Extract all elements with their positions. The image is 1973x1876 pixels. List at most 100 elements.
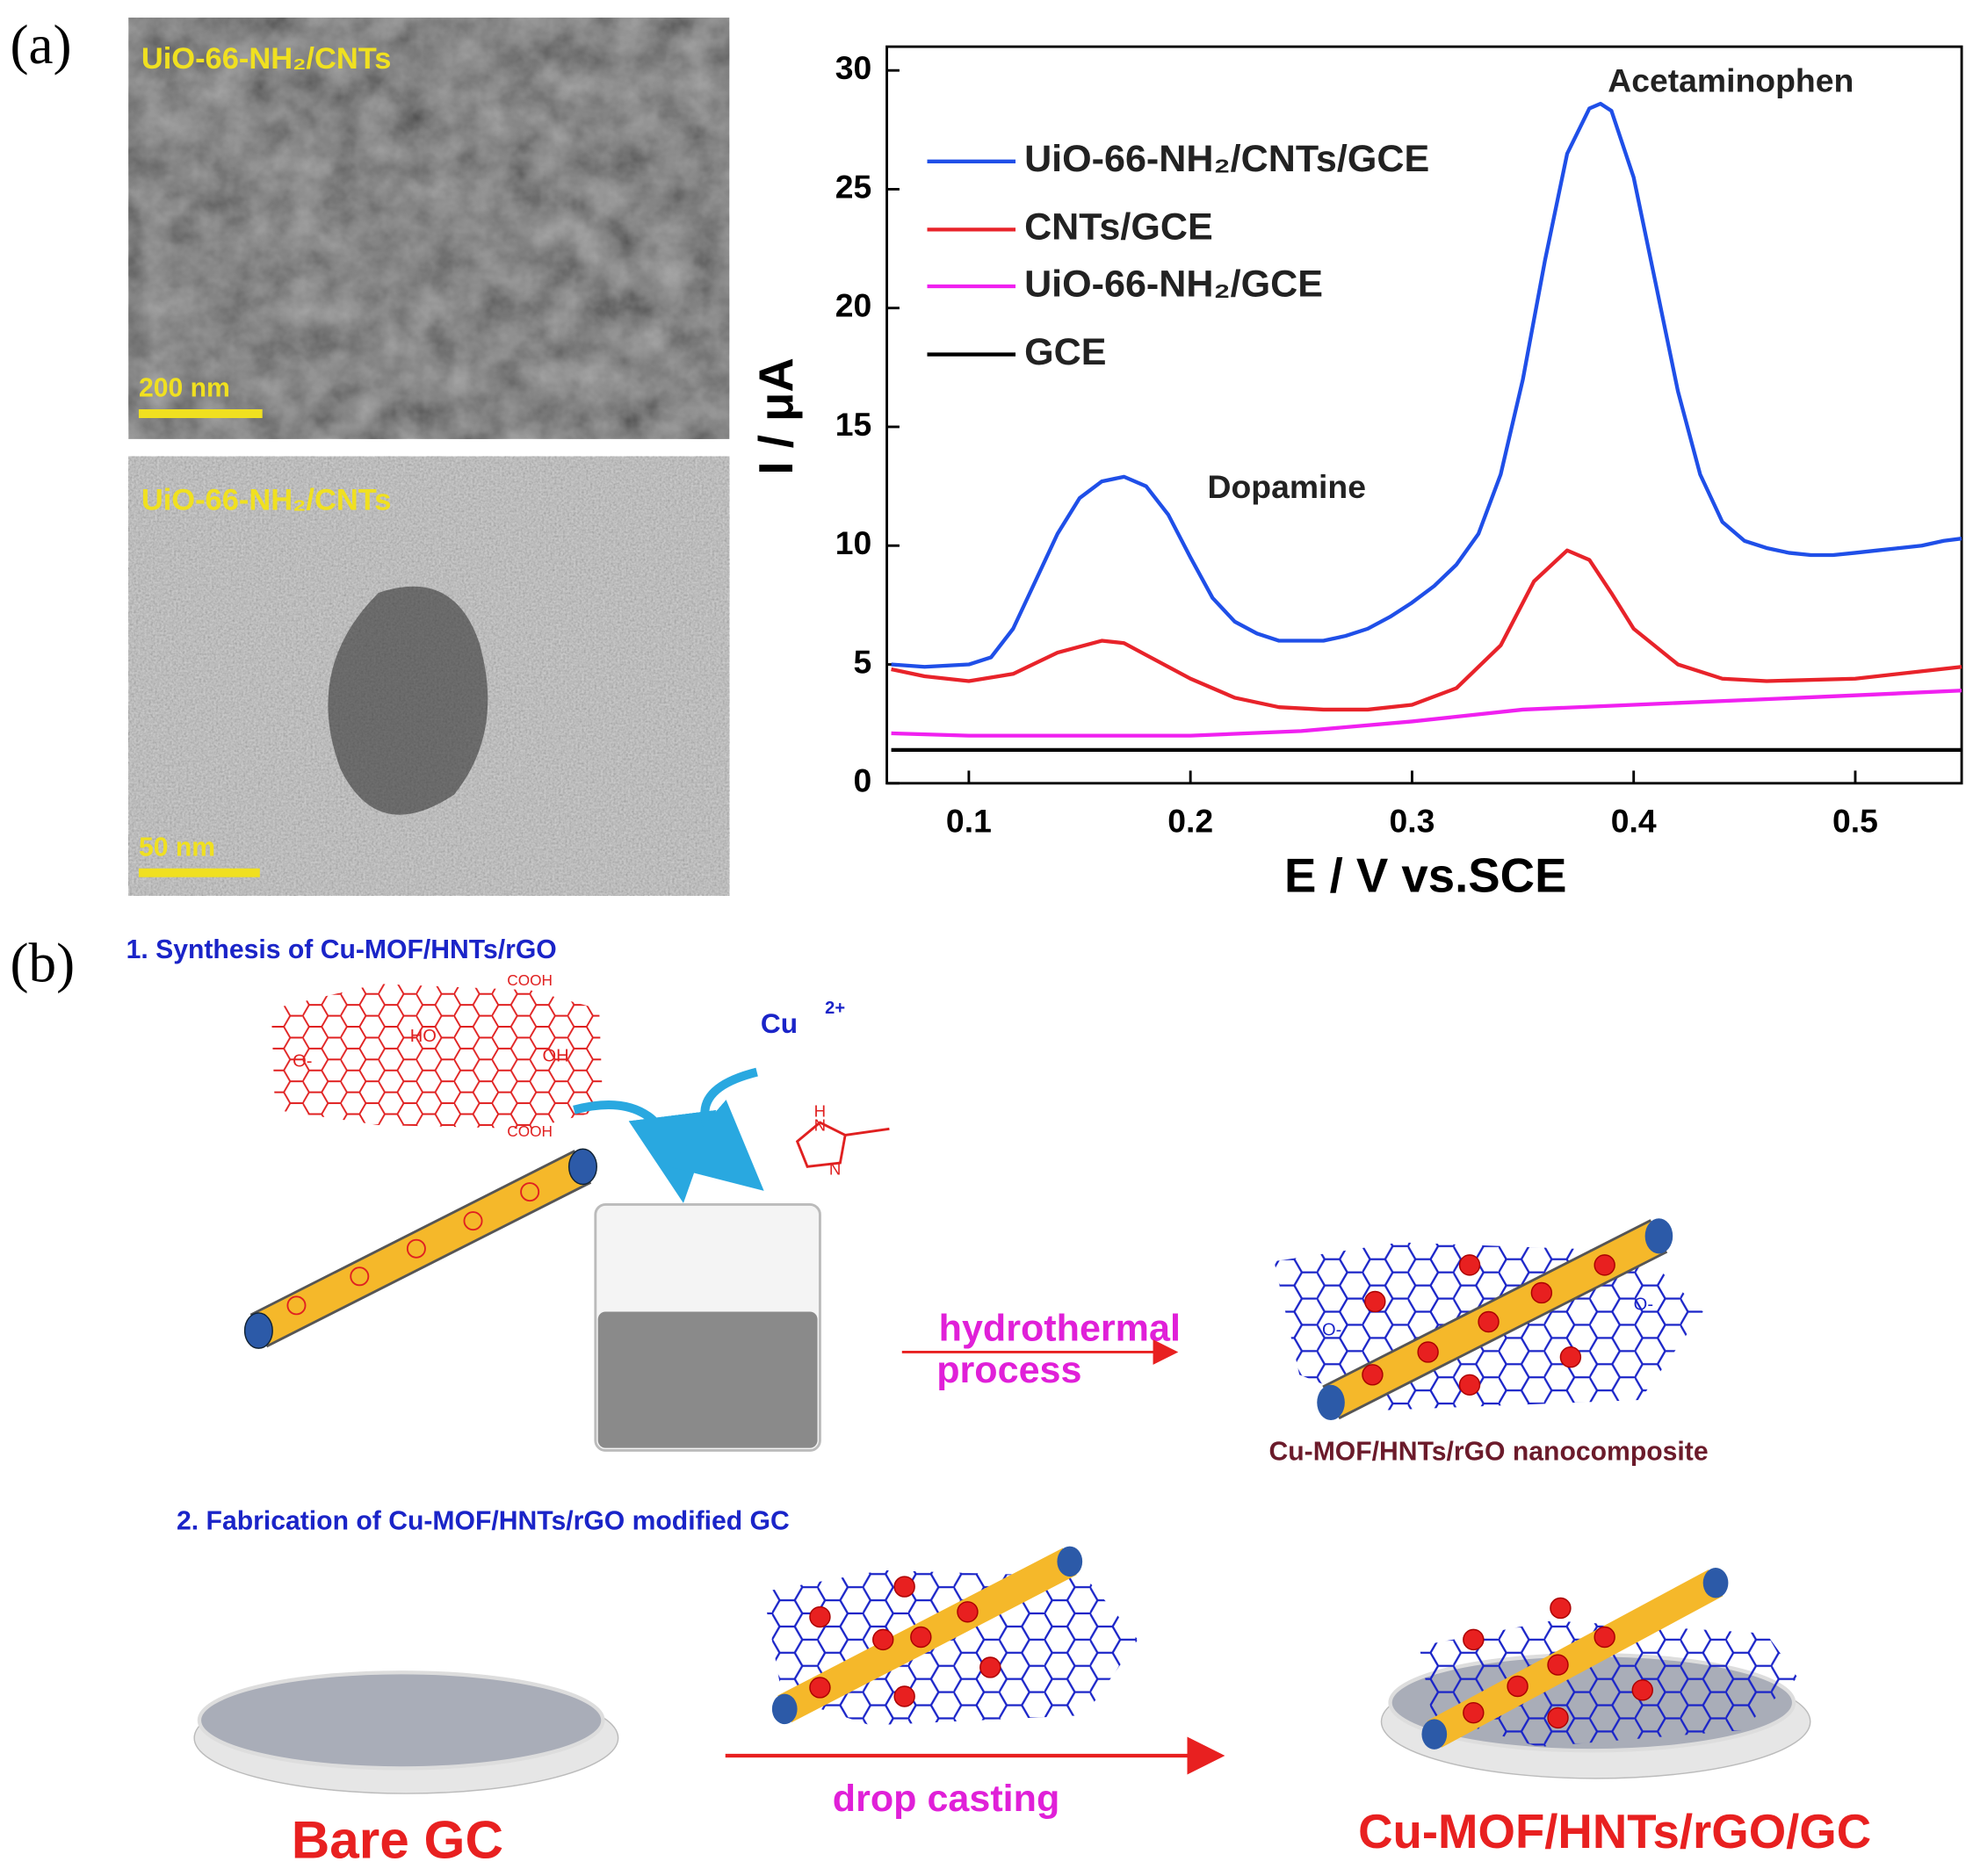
mof-particle — [1463, 1628, 1485, 1651]
nanotube-end — [1057, 1546, 1083, 1577]
mof-particle — [893, 1576, 915, 1598]
label: Bare GC — [292, 1809, 503, 1869]
chem-label: COOH — [507, 1122, 553, 1140]
ion-charge: 2+ — [825, 999, 845, 1018]
mof-particle — [979, 1656, 1001, 1678]
negative-charge — [406, 1238, 426, 1259]
mof-particle — [893, 1685, 915, 1707]
nanotube-end — [1317, 1384, 1345, 1421]
negative-charge — [520, 1182, 540, 1202]
arrow — [668, 1067, 764, 1191]
graphene-sheet — [271, 984, 603, 1129]
chart: E / V vs.SCE I / μA Dopamine Acetaminoph… — [749, 45, 1963, 902]
x-tick-label: 0.1 — [946, 803, 992, 840]
mof-particle — [1364, 1290, 1386, 1313]
nanotube-end — [243, 1312, 273, 1349]
mof-particle — [1417, 1341, 1439, 1363]
mof-particle — [910, 1626, 932, 1649]
nanotube-body — [250, 1151, 590, 1346]
negative-charge — [350, 1266, 370, 1287]
mof-particle — [1547, 1654, 1569, 1676]
nanotube-end — [1421, 1719, 1448, 1750]
step-title: 1. Synthesis of Cu-MOF/HNTs/rGO — [126, 935, 557, 964]
mof-particle — [809, 1605, 831, 1628]
x-tick-label: 0.5 — [1832, 803, 1878, 840]
electrode-surface — [197, 1670, 605, 1771]
step-title: 2. Fabrication of Cu-MOF/HNTs/rGO modifi… — [177, 1506, 790, 1535]
mof-particle — [1530, 1281, 1553, 1304]
chem-label: HO — [410, 1027, 437, 1046]
mof-particle — [1594, 1626, 1615, 1649]
legend-label: UiO-66-NH₂/CNTs/GCE — [1024, 138, 1429, 180]
negative-charge — [286, 1295, 307, 1316]
data-line — [891, 548, 1962, 712]
data-line — [891, 689, 1962, 738]
legend-label: GCE — [1024, 331, 1106, 373]
nanotube-end — [567, 1148, 597, 1186]
y-tick-label: 20 — [835, 287, 872, 324]
mof-particle — [1458, 1374, 1481, 1396]
chem-label: OH — [543, 1047, 569, 1066]
chem-label: O- — [1634, 1295, 1653, 1315]
step-label: drop casting — [833, 1778, 1059, 1820]
mof-particles — [286, 1182, 1653, 1729]
chem-label: N — [829, 1160, 841, 1179]
panel-label: (a) — [10, 14, 71, 76]
x-tick-label: 0.4 — [1611, 803, 1657, 840]
scale-label: 200 nm — [139, 374, 230, 403]
nanotube — [243, 1148, 597, 1349]
mof-particle — [1631, 1679, 1653, 1701]
y-tick-label: 15 — [835, 406, 872, 443]
nanotube-end — [1702, 1568, 1729, 1598]
chem-label: O- — [293, 1051, 312, 1071]
mof-particle — [872, 1628, 894, 1651]
y-tick-label: 5 — [854, 643, 872, 680]
mof-particle — [1458, 1254, 1481, 1276]
negative-charge — [463, 1211, 483, 1231]
y-tick-label: 25 — [835, 168, 872, 205]
particle-cluster — [328, 586, 488, 815]
mof-particle — [1478, 1310, 1500, 1333]
nanotube-end — [771, 1693, 798, 1725]
chem-label: O- — [1322, 1320, 1341, 1339]
plot-frame — [885, 45, 1963, 785]
step-label: process — [936, 1349, 1081, 1391]
chem-label: COOH — [507, 971, 553, 989]
ion-label: Cu — [761, 1007, 798, 1039]
mof-particle — [957, 1601, 979, 1623]
caption: Cu-MOF/HNTs/rGO nanocomposite — [1268, 1437, 1708, 1466]
x-tick-label: 0.3 — [1389, 803, 1435, 840]
x-tick-label: 0.2 — [1167, 803, 1213, 840]
step-label: hydrothermal — [939, 1307, 1181, 1349]
mof-particle — [1594, 1254, 1615, 1276]
legend-label: CNTs/GCE — [1024, 206, 1213, 249]
label: Cu-MOF/HNTs/rGO/GC — [1358, 1805, 1871, 1858]
mof-particle — [1463, 1701, 1485, 1724]
beaker-liquid — [597, 1311, 818, 1448]
sem-image — [128, 18, 730, 439]
imidazole — [795, 1121, 847, 1168]
image-label: UiO-66-NH₂/CNTs — [141, 42, 392, 76]
chem-label: H — [814, 1102, 826, 1121]
composite-sheet — [1419, 1620, 1798, 1747]
y-tick-label: 30 — [835, 49, 872, 86]
mof-particle — [1550, 1597, 1572, 1620]
nanotube-end — [1644, 1218, 1673, 1254]
mof-particle — [1559, 1346, 1582, 1368]
imidazole-bond — [844, 1127, 890, 1136]
y-axis-label: I / μA — [749, 357, 803, 474]
mof-particle — [1507, 1675, 1529, 1698]
annotation: Dopamine — [1208, 468, 1366, 505]
image-label: UiO-66-NH₂/CNTs — [141, 484, 392, 517]
mof-particle — [1362, 1364, 1384, 1386]
x-axis-label: E / V vs.SCE — [1284, 848, 1566, 902]
scale-label: 50 nm — [139, 833, 215, 862]
annotation: Acetaminophen — [1608, 62, 1854, 99]
y-tick-label: 0 — [854, 762, 872, 799]
mof-particle — [809, 1677, 831, 1699]
y-tick-label: 10 — [835, 524, 872, 561]
panel-label: (b) — [10, 932, 75, 993]
data-line — [891, 101, 1962, 669]
